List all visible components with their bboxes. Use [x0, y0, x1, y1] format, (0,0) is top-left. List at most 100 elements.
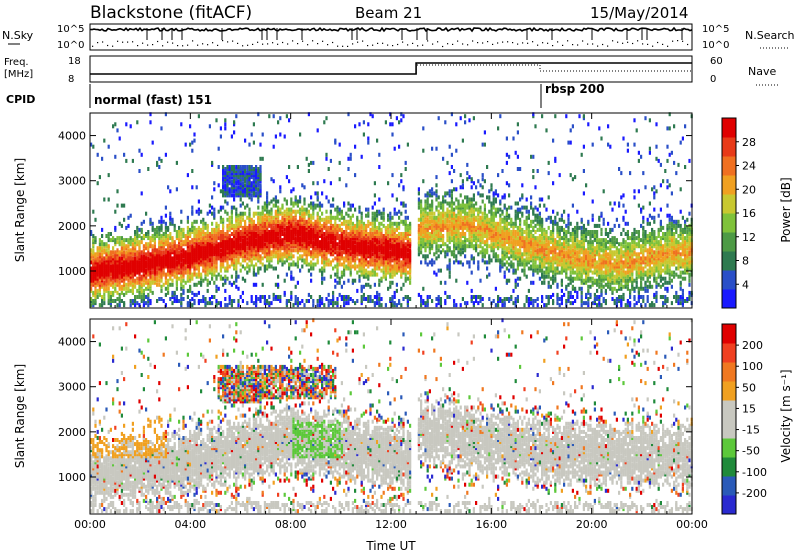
data-cell [233, 206, 235, 210]
data-cell [334, 265, 336, 269]
data-cell [493, 252, 495, 256]
data-cell [440, 202, 442, 206]
data-cell [336, 242, 338, 246]
data-cell [363, 232, 365, 236]
data-cell [156, 234, 158, 238]
data-cell [332, 224, 334, 228]
data-cell [233, 240, 235, 244]
data-cell [101, 157, 103, 161]
data-cell [297, 297, 299, 301]
data-cell [369, 222, 371, 226]
data-cell [433, 252, 435, 256]
data-cell [185, 281, 187, 285]
data-cell [226, 303, 228, 307]
data-cell [460, 232, 462, 236]
data-cell [92, 299, 94, 303]
data-cell [196, 273, 198, 277]
data-cell [251, 295, 253, 299]
data-cell [224, 232, 226, 236]
data-cell [226, 202, 228, 206]
data-cell [484, 212, 486, 216]
data-cell [339, 218, 341, 222]
data-cell [396, 198, 398, 202]
data-cell [345, 220, 347, 224]
data-cell [273, 179, 275, 183]
data-cell [110, 238, 112, 242]
data-cell [446, 191, 448, 195]
data-cell [200, 299, 202, 303]
data-cell [358, 238, 360, 242]
data-cell [152, 244, 154, 248]
data-cell [328, 216, 330, 220]
data-cell [378, 252, 380, 256]
nsearch-point [562, 45, 563, 46]
data-cell [284, 214, 286, 218]
data-cell [391, 275, 393, 279]
data-cell [451, 250, 453, 254]
data-cell [438, 116, 440, 120]
data-cell [112, 291, 114, 295]
data-cell [422, 126, 424, 130]
data-cell [167, 185, 169, 189]
data-cell [482, 185, 484, 189]
data-cell [424, 220, 426, 224]
data-cell [449, 189, 451, 193]
data-cell [317, 191, 319, 195]
data-cell [141, 289, 143, 293]
data-cell [339, 277, 341, 281]
data-cell [471, 289, 473, 293]
data-cell [114, 210, 116, 214]
data-cell [418, 240, 420, 244]
data-cell [424, 193, 426, 197]
data-cell [154, 228, 156, 232]
data-cell [369, 295, 371, 299]
data-cell [328, 293, 330, 297]
data-cell [273, 297, 275, 301]
data-cell [374, 202, 376, 206]
data-cell [169, 242, 171, 246]
data-cell [112, 281, 114, 285]
data-cell [484, 143, 486, 147]
nsearch-point [207, 44, 208, 45]
data-cell [493, 299, 495, 303]
data-cell [312, 161, 314, 165]
data-cell [471, 198, 473, 202]
data-cell [119, 137, 121, 141]
data-cell [255, 299, 257, 303]
data-cell [233, 230, 235, 234]
data-cell [457, 234, 459, 238]
nsearch-point [357, 42, 358, 43]
data-cell [312, 299, 314, 303]
nsky-tick-top: 10^5 [57, 24, 84, 35]
data-cell [279, 185, 281, 189]
data-cell [429, 204, 431, 208]
data-cell [314, 263, 316, 267]
data-cell [127, 287, 129, 291]
data-cell [226, 212, 228, 216]
data-cell [314, 191, 316, 195]
data-cell [244, 183, 246, 187]
data-cell [328, 167, 330, 171]
data-cell [222, 224, 224, 228]
data-cell [424, 242, 426, 246]
data-cell [134, 279, 136, 283]
nsearch-label: N.Search [745, 29, 795, 42]
data-cell [418, 187, 420, 191]
nsearch-point [292, 40, 293, 41]
data-cell [389, 242, 391, 246]
nsearch-point [92, 46, 93, 47]
data-cell [253, 271, 255, 275]
data-cell [292, 222, 294, 226]
data-cell [462, 210, 464, 214]
data-cell [301, 265, 303, 269]
data-cell [466, 212, 468, 216]
data-cell [180, 293, 182, 297]
data-cell [211, 234, 213, 238]
data-cell [323, 120, 325, 124]
data-cell [270, 244, 272, 248]
data-cell [231, 232, 233, 236]
data-cell [330, 216, 332, 220]
data-cell [488, 273, 490, 277]
data-cell [182, 297, 184, 301]
data-cell [431, 263, 433, 267]
